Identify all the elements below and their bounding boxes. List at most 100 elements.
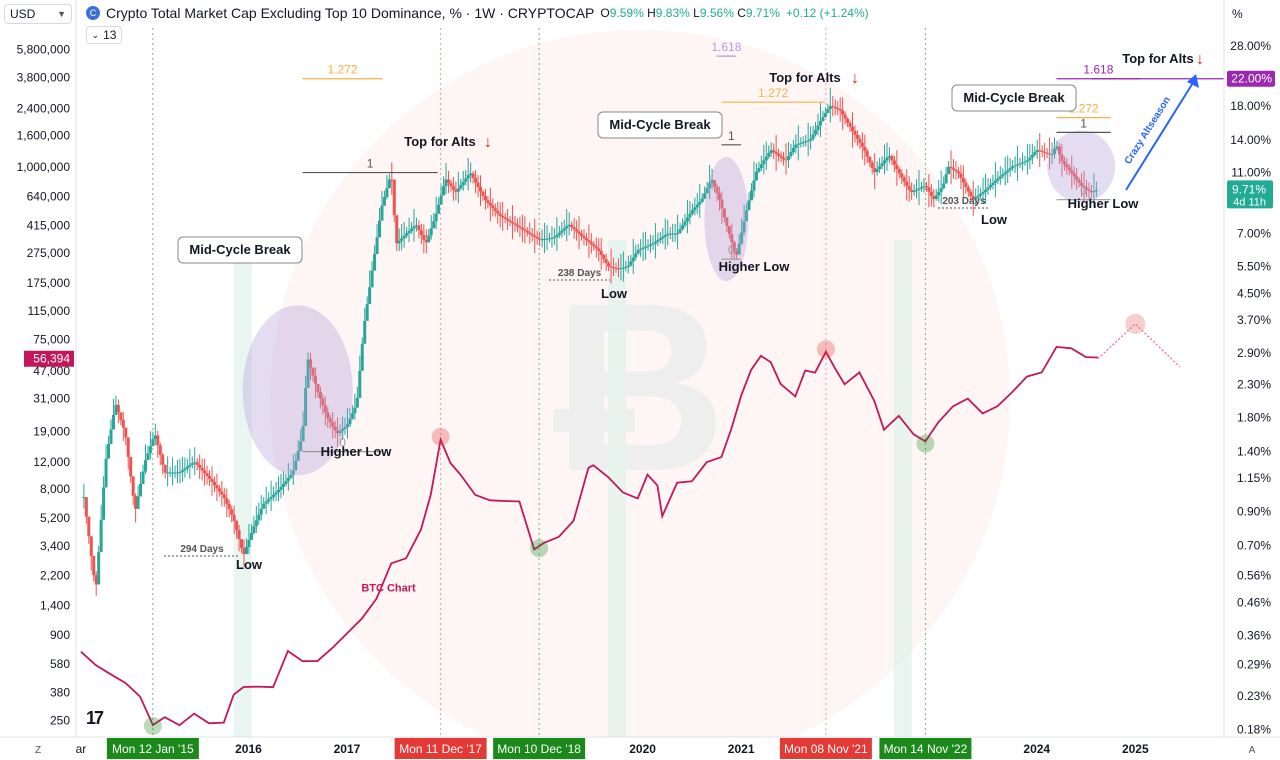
candle — [343, 426, 347, 430]
candle — [1035, 150, 1039, 153]
candle — [984, 189, 988, 192]
candle — [1070, 170, 1074, 174]
candle — [843, 114, 847, 119]
mid-cycle-ellipse-1 — [704, 157, 749, 282]
candle — [570, 224, 574, 228]
candle — [794, 144, 798, 149]
candle — [673, 233, 677, 235]
cycle-point-marker-0 — [143, 716, 162, 735]
candle — [215, 485, 219, 489]
candle — [503, 217, 507, 219]
candle — [446, 179, 450, 183]
candle — [449, 182, 453, 187]
candle — [735, 250, 739, 255]
candle — [823, 113, 827, 118]
candle — [168, 472, 172, 474]
mid-cycle-callout-1-box — [177, 236, 303, 264]
candle — [1065, 164, 1069, 168]
candle — [910, 189, 914, 192]
candle — [513, 223, 517, 225]
bitcoin-watermark-glyph: Ƀ — [553, 253, 726, 521]
candle — [964, 182, 968, 188]
candle — [530, 234, 534, 236]
top-for-alts-label-3: Top for Alts — [1122, 51, 1194, 66]
candle — [710, 180, 714, 184]
candle — [434, 213, 438, 222]
candle — [148, 446, 152, 454]
time-axis-tick: 2016 — [235, 742, 262, 756]
candle — [796, 143, 800, 145]
candle — [535, 236, 539, 239]
candle — [1048, 153, 1052, 155]
candle — [387, 179, 391, 189]
right-axis-tick: 2.30% — [1237, 377, 1271, 391]
left-axis-tick: 380 — [50, 685, 70, 699]
candle — [851, 126, 855, 131]
candle — [880, 163, 884, 167]
candle — [663, 235, 667, 237]
candle — [981, 191, 985, 194]
chart-title[interactable]: Crypto Total Market Cap Excluding Top 10… — [106, 5, 595, 21]
candle — [299, 441, 303, 452]
candle — [919, 187, 923, 189]
days-range-3-text: 203 Days — [942, 196, 986, 207]
candle — [1030, 154, 1034, 158]
candle — [348, 418, 352, 425]
right-axis-tick: 0.36% — [1237, 628, 1271, 642]
candle — [151, 439, 155, 447]
indicators-toggle[interactable]: ⌄ 13 — [86, 26, 122, 44]
candle — [952, 168, 956, 170]
candle — [427, 235, 431, 243]
open-value: 9.59% — [609, 6, 644, 20]
candle — [350, 413, 354, 419]
candle — [479, 187, 483, 192]
candle — [1075, 176, 1079, 180]
fib-1618-c-label: 1.618 — [1083, 63, 1113, 77]
candle — [141, 471, 145, 485]
candle — [557, 232, 561, 236]
candle — [124, 427, 128, 438]
higher-low-label-2: Higher Low — [719, 259, 791, 274]
left-axis-tick: 900 — [50, 628, 70, 642]
candle — [153, 435, 157, 440]
candle — [661, 236, 665, 239]
candle — [740, 232, 744, 244]
candle — [779, 155, 783, 158]
right-axis-unit-label: % — [1232, 7, 1243, 21]
candle — [1080, 182, 1084, 186]
candle — [309, 359, 313, 368]
candle — [897, 169, 901, 174]
candle — [860, 142, 864, 147]
candle — [345, 424, 349, 427]
candle — [717, 193, 721, 200]
candle — [1060, 154, 1064, 162]
candle — [410, 228, 414, 231]
time-axis-tick: 2024 — [1023, 742, 1050, 756]
candle — [690, 210, 694, 214]
left-axis-tick: 415,000 — [27, 219, 71, 233]
fib-1-a-label: 1 — [367, 157, 374, 171]
countdown-text: 4d 11h — [1233, 196, 1266, 208]
low-label-1: Low — [236, 557, 263, 572]
cycle-band-0 — [233, 240, 252, 737]
right-axis-tick: 1.40% — [1237, 445, 1271, 459]
candle — [607, 263, 611, 267]
candle — [651, 243, 655, 245]
candle — [185, 466, 189, 469]
candle — [442, 186, 446, 196]
candle — [232, 514, 236, 521]
mid-cycle-callout-3-box — [951, 84, 1077, 112]
candle — [786, 155, 790, 160]
right-axis-tick: 0.23% — [1237, 689, 1271, 703]
down-arrow-icon: ↓ — [484, 134, 492, 151]
candle — [373, 254, 377, 271]
candle — [1092, 191, 1096, 193]
currency-select[interactable]: USD ▼ — [4, 4, 72, 24]
candle — [230, 509, 234, 515]
candle — [212, 482, 216, 486]
fib-0-c-label: 0 — [1080, 184, 1087, 198]
candle — [713, 180, 717, 187]
mid-cycle-callout-3-text: Mid-Cycle Break — [963, 90, 1065, 105]
candle — [395, 215, 399, 244]
